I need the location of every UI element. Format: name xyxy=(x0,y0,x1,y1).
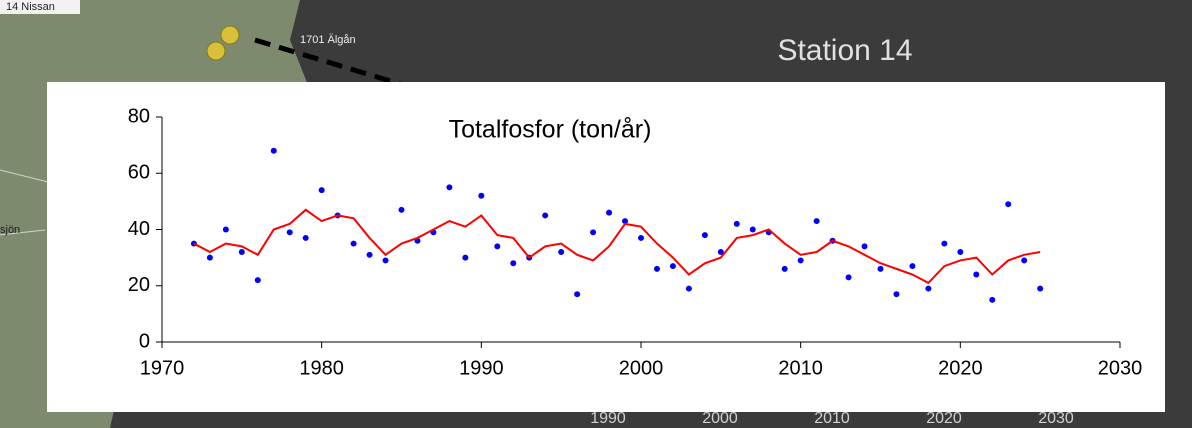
chart-panel xyxy=(47,82,1165,412)
x-tick-label: 1970 xyxy=(140,357,185,379)
x-tick-label: 2020 xyxy=(938,357,983,379)
data-point xyxy=(813,218,820,225)
data-point xyxy=(510,260,517,267)
data-point xyxy=(478,192,485,199)
data-point xyxy=(286,229,293,236)
data-point xyxy=(542,212,549,219)
data-point xyxy=(462,254,469,261)
data-point xyxy=(957,249,964,255)
data-point xyxy=(446,184,453,191)
data-point xyxy=(1021,257,1028,264)
data-point xyxy=(781,265,788,272)
data-point xyxy=(925,285,932,292)
map-label: sjön xyxy=(0,224,20,236)
data-point xyxy=(1005,201,1012,208)
background-tick: 2020 xyxy=(926,410,962,427)
data-point xyxy=(973,271,980,278)
data-point xyxy=(382,257,389,264)
map-label: 1701 Älgån xyxy=(300,34,356,46)
map-label: 14 Nissan xyxy=(6,1,55,13)
x-tick-label: 2030 xyxy=(1098,357,1143,379)
x-tick-label: 1980 xyxy=(299,357,344,379)
y-tick-label: 40 xyxy=(128,218,150,240)
background-tick: 2000 xyxy=(702,410,738,427)
x-tick-label: 1990 xyxy=(459,357,504,379)
y-tick-label: 80 xyxy=(128,105,150,127)
data-point xyxy=(717,249,724,255)
data-point xyxy=(238,249,245,255)
y-tick-label: 60 xyxy=(128,162,150,184)
station-dot xyxy=(220,25,240,45)
data-point xyxy=(685,285,692,292)
data-point xyxy=(845,274,852,281)
data-point xyxy=(797,257,804,264)
y-tick-label: 20 xyxy=(128,274,150,296)
data-point xyxy=(222,226,229,233)
background-tick: 1990 xyxy=(590,410,626,427)
data-point xyxy=(590,229,597,236)
background-tick: 2030 xyxy=(1038,410,1074,427)
data-point xyxy=(653,265,660,272)
data-point xyxy=(270,147,277,154)
data-point xyxy=(254,277,261,284)
data-point xyxy=(701,232,708,239)
data-point xyxy=(669,263,676,270)
data-point xyxy=(494,243,501,250)
data-point xyxy=(574,291,581,298)
data-point xyxy=(733,220,740,227)
data-line xyxy=(193,208,1041,285)
data-point xyxy=(909,263,916,270)
x-tick-label: 2000 xyxy=(619,357,664,379)
data-point xyxy=(861,243,868,250)
data-point xyxy=(318,187,325,194)
background-tick: 2010 xyxy=(814,410,850,427)
heading: Station 14 xyxy=(777,34,912,67)
data-point xyxy=(558,249,565,255)
data-point xyxy=(638,234,644,241)
data-point xyxy=(989,296,996,303)
station-dot xyxy=(206,41,226,61)
data-point xyxy=(893,291,900,298)
data-point xyxy=(302,234,309,241)
data-point xyxy=(749,226,756,233)
data-point xyxy=(206,254,213,261)
data-point xyxy=(877,265,884,272)
data-point xyxy=(366,251,373,258)
chart-title: Totalfosfor (ton/år) xyxy=(449,116,652,144)
x-tick-label: 2010 xyxy=(778,357,823,379)
data-point xyxy=(941,240,948,247)
data-point xyxy=(1037,285,1044,292)
pointer-line xyxy=(254,37,421,93)
data-point xyxy=(398,206,405,213)
map-label-box xyxy=(0,0,80,14)
data-point xyxy=(622,218,629,225)
y-tick-label: 0 xyxy=(139,330,150,352)
data-point xyxy=(606,209,613,216)
data-point xyxy=(350,240,357,247)
